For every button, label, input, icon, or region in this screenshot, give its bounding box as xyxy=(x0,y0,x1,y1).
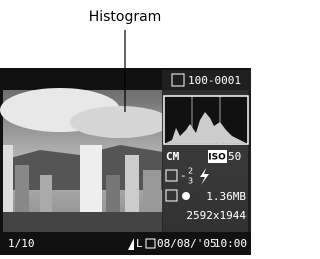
shore xyxy=(3,212,163,232)
annotation-label: Histogram xyxy=(89,9,162,25)
mode: CM xyxy=(166,150,180,163)
building xyxy=(125,155,139,215)
building xyxy=(15,165,29,215)
image-number: 1/10 xyxy=(8,237,35,250)
camera-screen: 100-0001 CM ISO 50 - 2 3 1.36MB 2592x194… xyxy=(0,30,251,255)
building xyxy=(40,175,52,215)
exposure-sign: - xyxy=(180,169,187,182)
building xyxy=(80,145,102,215)
time: 10:00 xyxy=(214,237,247,250)
wb-icon xyxy=(182,192,190,200)
exposure-denominator: 3 xyxy=(188,177,193,186)
figure: Histogram 100-0001 CM ISO 50 - 2 3 1.36M xyxy=(0,0,251,255)
iso-value: 50 xyxy=(228,150,241,163)
date: 08/08/'05 xyxy=(157,237,217,250)
folder-file: 100-0001 xyxy=(188,74,241,87)
resolution: 2592x1944 xyxy=(186,209,246,222)
exposure-numerator: 2 xyxy=(188,167,193,176)
building xyxy=(143,170,161,215)
iso-label: ISO xyxy=(208,153,226,163)
building xyxy=(3,145,13,215)
file-size: 1.36MB xyxy=(206,190,246,203)
quality: L xyxy=(136,237,143,250)
building xyxy=(106,175,120,215)
cloud xyxy=(70,106,170,138)
